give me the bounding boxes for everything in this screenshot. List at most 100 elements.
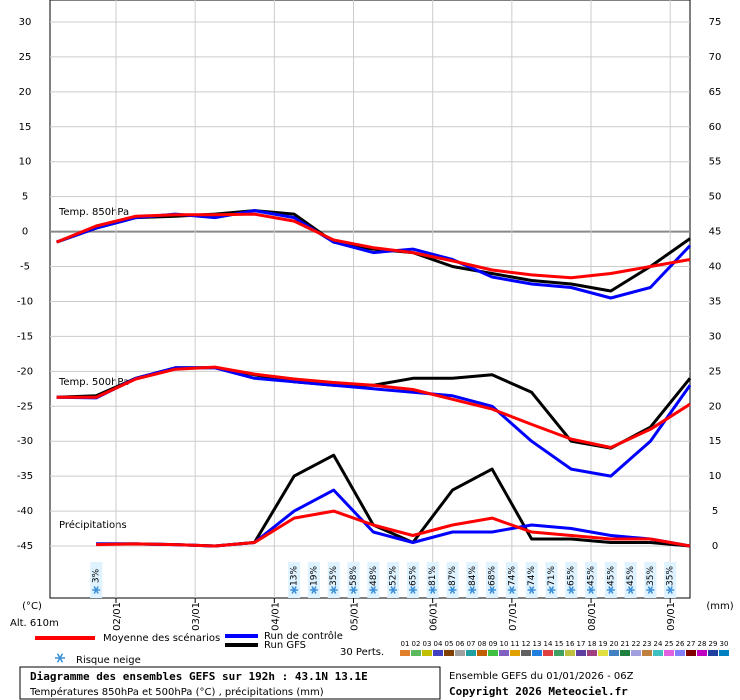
perturbation-label: 22 xyxy=(632,640,641,648)
perturbation-swatch xyxy=(598,650,608,656)
perturbation-swatch xyxy=(422,650,432,656)
perturbation-label: 28 xyxy=(698,640,707,648)
y2-tick-label: 5 xyxy=(712,506,718,517)
snow-risk-label: 58% xyxy=(349,566,359,586)
legend-label: Run de contrôle xyxy=(264,630,343,642)
y2-tick-label: 60 xyxy=(709,122,722,133)
x-tick-label: 08/01 xyxy=(587,602,598,631)
perturbation-swatch xyxy=(455,650,465,656)
perturbation-label: 24 xyxy=(654,640,663,648)
snow-risk-cell xyxy=(565,562,578,598)
y-tick-label: 10 xyxy=(19,157,32,168)
altitude: Alt. 610m xyxy=(10,618,59,629)
snow-risk-cell xyxy=(446,562,459,598)
snow-risk-cell xyxy=(387,562,400,598)
snow-risk-label: 71% xyxy=(547,566,557,586)
y-tick-label: -45 xyxy=(17,541,33,552)
snowflake-icon xyxy=(588,586,594,594)
snow-risk-label: 45% xyxy=(587,566,597,586)
perturbations-label: 30 Perts. xyxy=(340,647,384,658)
snowflake-icon xyxy=(56,653,64,663)
snow-risk-cell xyxy=(288,562,301,598)
y2-tick-label: 25 xyxy=(709,366,722,377)
snowflake-icon xyxy=(627,586,634,594)
snow-risk-cell xyxy=(90,562,103,598)
snowflake-icon xyxy=(311,586,317,594)
snowflake-icon xyxy=(370,586,376,594)
snowflake-icon xyxy=(608,586,614,594)
perturbation-label: 08 xyxy=(478,640,487,648)
snow-risk-label: 45% xyxy=(606,566,616,586)
snowflake-icon xyxy=(528,586,535,594)
perturbation-label: 01 xyxy=(401,640,410,648)
perturbation-swatch xyxy=(521,650,531,656)
y2-tick-label: 40 xyxy=(709,262,722,273)
y-tick-label: 30 xyxy=(19,17,32,28)
footer-subtitle: Températures 850hPa et 500hPa (°C) , pré… xyxy=(29,686,324,698)
snowflake-icon xyxy=(647,586,654,594)
perturbation-label: 20 xyxy=(610,640,619,648)
perturbation-label: 27 xyxy=(687,640,696,648)
y2-axis-label: (mm) xyxy=(706,601,733,612)
snow-risk-cell xyxy=(406,562,419,598)
snowflake-icon xyxy=(509,586,515,594)
snow-risk-cell xyxy=(307,562,320,598)
footer-copyright: Copyright 2026 Meteociel.fr xyxy=(449,685,628,698)
perturbation-swatch xyxy=(576,650,586,656)
snowflake-icon xyxy=(667,586,673,594)
y-tick-label: -35 xyxy=(17,471,33,482)
y2-tick-label: 50 xyxy=(709,192,722,203)
x-tick-label: 02/01 xyxy=(112,602,123,631)
perturbation-swatch xyxy=(653,650,663,656)
y2-tick-label: 10 xyxy=(709,471,722,482)
perturbation-label: 29 xyxy=(709,640,718,648)
snowflake-icon xyxy=(93,586,99,594)
y-tick-label: 15 xyxy=(19,122,32,133)
snow-risk-label: 45% xyxy=(626,566,636,586)
snow-risk-cell xyxy=(644,562,657,598)
snow-risk-label: 19% xyxy=(309,566,319,586)
y-tick-label: -5 xyxy=(20,262,30,273)
perturbation-swatch xyxy=(543,650,553,656)
y-tick-label: 25 xyxy=(19,52,32,63)
snow-risk-cell xyxy=(505,562,518,598)
perturbation-swatch xyxy=(620,650,630,656)
perturbation-label: 16 xyxy=(566,640,575,648)
snow-risk-label: 65% xyxy=(408,566,418,586)
perturbation-swatch xyxy=(675,650,685,656)
perturbation-swatch xyxy=(466,650,476,656)
perturbation-swatch xyxy=(444,650,454,656)
perturbation-label: 30 xyxy=(720,640,729,648)
perturbation-swatch xyxy=(719,650,729,656)
perturbation-label: 05 xyxy=(445,640,454,648)
footer-box xyxy=(19,666,441,700)
y2-tick-label: 75 xyxy=(709,17,722,28)
perturbation-swatch xyxy=(587,650,597,656)
perturbation-label: 07 xyxy=(467,640,476,648)
perturbation-label: 11 xyxy=(511,640,520,648)
snow-risk-cell xyxy=(664,562,677,598)
snow-risk-cell xyxy=(525,562,538,598)
y2-tick-label: 30 xyxy=(709,331,722,342)
perturbation-label: 18 xyxy=(588,640,597,648)
snow-risk-label: 87% xyxy=(448,566,458,586)
y-tick-label: 5 xyxy=(22,192,28,203)
y-tick-label: 20 xyxy=(19,87,32,98)
y2-tick-label: 65 xyxy=(709,87,722,98)
perturbation-label: 15 xyxy=(555,640,564,648)
series-line xyxy=(56,212,691,280)
perturbation-swatch xyxy=(510,650,520,656)
perturbation-label: 09 xyxy=(489,640,498,648)
snowflake-icon xyxy=(390,586,396,594)
perturbation-swatch xyxy=(400,650,410,656)
perturbation-swatch xyxy=(554,650,564,656)
snowflake-icon xyxy=(331,586,337,594)
y2-tick-label: 20 xyxy=(709,401,722,412)
snowflake-icon xyxy=(489,586,495,594)
x-tick-label: 07/01 xyxy=(508,602,519,631)
snow-risk-label: 13% xyxy=(290,566,300,586)
perturbation-swatch xyxy=(477,650,487,656)
snowflake-icon xyxy=(410,586,416,594)
perturbation-swatch xyxy=(433,650,443,656)
perturbation-swatch xyxy=(664,650,674,656)
